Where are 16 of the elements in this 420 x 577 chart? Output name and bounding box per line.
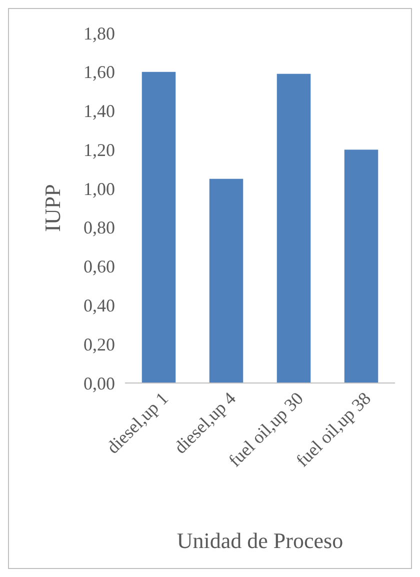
- y-tick-label: 1,60: [84, 62, 115, 82]
- bar: [142, 72, 176, 383]
- y-tick-label: 0,80: [84, 218, 115, 238]
- y-tick-label: 1,20: [84, 140, 115, 160]
- bar: [276, 74, 311, 383]
- y-tick-label: 1,80: [84, 23, 115, 44]
- y-tick-label: 1,40: [84, 101, 115, 122]
- y-tick-label: 1,00: [84, 178, 115, 199]
- x-axis-title: Unidad de Proceso: [176, 528, 344, 553]
- y-tick-label: 0,40: [84, 296, 115, 316]
- bar: [209, 178, 244, 383]
- bar: [344, 150, 378, 383]
- y-axis-title: IUPP: [40, 184, 65, 232]
- y-tick-label: 0,60: [84, 256, 115, 277]
- y-tick-label: 0,00: [84, 373, 115, 394]
- y-tick-label: 0,20: [84, 334, 115, 354]
